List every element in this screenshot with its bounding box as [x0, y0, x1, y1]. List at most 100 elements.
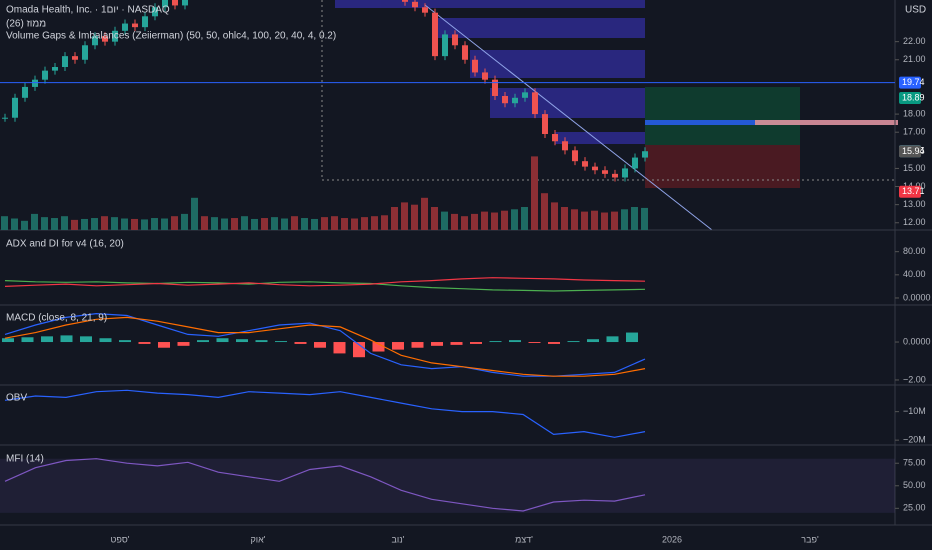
- candle: [432, 12, 438, 57]
- histogram-bar: [294, 342, 307, 344]
- ma-label: ממוז (26): [6, 19, 46, 30]
- candle: [452, 34, 458, 46]
- volume-bar: [251, 218, 258, 230]
- y-tick-label: 12.00: [903, 217, 926, 227]
- histogram-bar: [255, 340, 268, 343]
- y-tick-label: 18.00: [903, 108, 926, 118]
- volume-bar: [1, 216, 8, 230]
- candle: [132, 23, 138, 28]
- histogram-bar: [236, 339, 248, 343]
- volume-bar: [581, 211, 588, 230]
- volume-bar: [161, 218, 168, 230]
- volume-bar: [461, 216, 468, 230]
- histogram-bar: [626, 332, 638, 343]
- y-tick-label: 0.0000: [903, 292, 931, 302]
- volume-bar: [381, 215, 388, 230]
- volume-bar: [281, 218, 288, 230]
- volume-bar: [531, 156, 538, 230]
- volume-bar: [491, 212, 498, 230]
- volume-bar: [411, 204, 418, 230]
- candle: [172, 0, 178, 6]
- histogram-bar: [80, 336, 92, 343]
- candle: [572, 150, 578, 162]
- indicator-line: [4, 316, 646, 377]
- histogram-bar: [450, 342, 463, 345]
- candle: [82, 45, 88, 60]
- candle: [642, 151, 648, 158]
- volume-bar: [401, 202, 408, 230]
- volume-bar: [51, 218, 58, 230]
- y-tick-label: −10M: [903, 406, 926, 416]
- volume-bar: [551, 202, 558, 230]
- candle: [492, 79, 498, 96]
- candle: [552, 134, 558, 142]
- price-tag: [899, 185, 921, 198]
- volume-bar: [271, 217, 278, 230]
- candle: [22, 86, 28, 98]
- volume-bar: [141, 219, 148, 230]
- candle: [152, 7, 158, 17]
- volume-bar: [341, 218, 348, 230]
- volume-bar: [631, 207, 638, 230]
- candle: [422, 7, 428, 13]
- histogram-bar: [197, 340, 209, 343]
- panel-title: OBV: [6, 393, 27, 404]
- candle: [542, 114, 548, 135]
- histogram-bar: [177, 342, 190, 346]
- candle: [522, 92, 528, 98]
- entry-bar: [645, 120, 755, 125]
- candle: [182, 0, 188, 6]
- volume-bar: [641, 207, 648, 230]
- volume-bar: [441, 211, 448, 230]
- indicator-line: [4, 389, 646, 438]
- volume-bar: [101, 216, 108, 230]
- candle: [2, 117, 8, 119]
- candle: [582, 161, 588, 167]
- histogram-bar: [158, 342, 170, 348]
- mfi-band: [0, 458, 895, 513]
- indicator-line: [4, 312, 646, 377]
- candle: [142, 16, 148, 28]
- volume-bar: [31, 213, 38, 230]
- volume-bar: [561, 207, 568, 230]
- histogram-bar: [372, 342, 385, 352]
- histogram-bar: [587, 339, 599, 343]
- volume-bar: [391, 207, 398, 230]
- volume-bar: [171, 216, 178, 230]
- x-tick-label: פבר': [801, 534, 819, 544]
- indicator-line: [4, 280, 646, 292]
- price-tag: [899, 145, 921, 158]
- candle: [402, 0, 408, 2]
- volume-bar: [131, 218, 138, 230]
- histogram-bar: [119, 340, 131, 343]
- y-tick-label: 25.00: [903, 503, 926, 513]
- indicator-line: [4, 458, 646, 512]
- histogram-bar: [606, 336, 619, 343]
- x-tick-label: אוק': [250, 534, 265, 544]
- volume-profile: [335, 0, 645, 144]
- candle: [12, 97, 18, 118]
- histogram-bar: [21, 337, 34, 343]
- candle: [532, 92, 538, 115]
- volume-bar: [71, 219, 78, 230]
- panel-title: ADX and DI for v4 (16, 20): [6, 239, 124, 250]
- x-tick-label: ספט': [111, 534, 130, 544]
- volume-bar: [591, 210, 598, 230]
- candle: [562, 141, 568, 151]
- candle: [102, 36, 108, 42]
- y-tick-label: 17.00: [903, 127, 926, 137]
- candle: [592, 166, 598, 171]
- volume-bar: [371, 216, 378, 230]
- currency: USD: [905, 5, 926, 16]
- volume-bar: [191, 197, 198, 230]
- histogram-bar: [392, 342, 404, 350]
- long-target: [645, 87, 800, 145]
- price-tag-label: 13.71: [902, 186, 925, 196]
- volume-bar: [421, 197, 428, 230]
- volume-bar: [41, 217, 48, 230]
- x-tick-label: נוב': [392, 534, 405, 544]
- y-tick-label: 40.00: [903, 269, 926, 279]
- y-tick-label: 15.00: [903, 163, 926, 173]
- y-tick-label: 21.00: [903, 54, 926, 64]
